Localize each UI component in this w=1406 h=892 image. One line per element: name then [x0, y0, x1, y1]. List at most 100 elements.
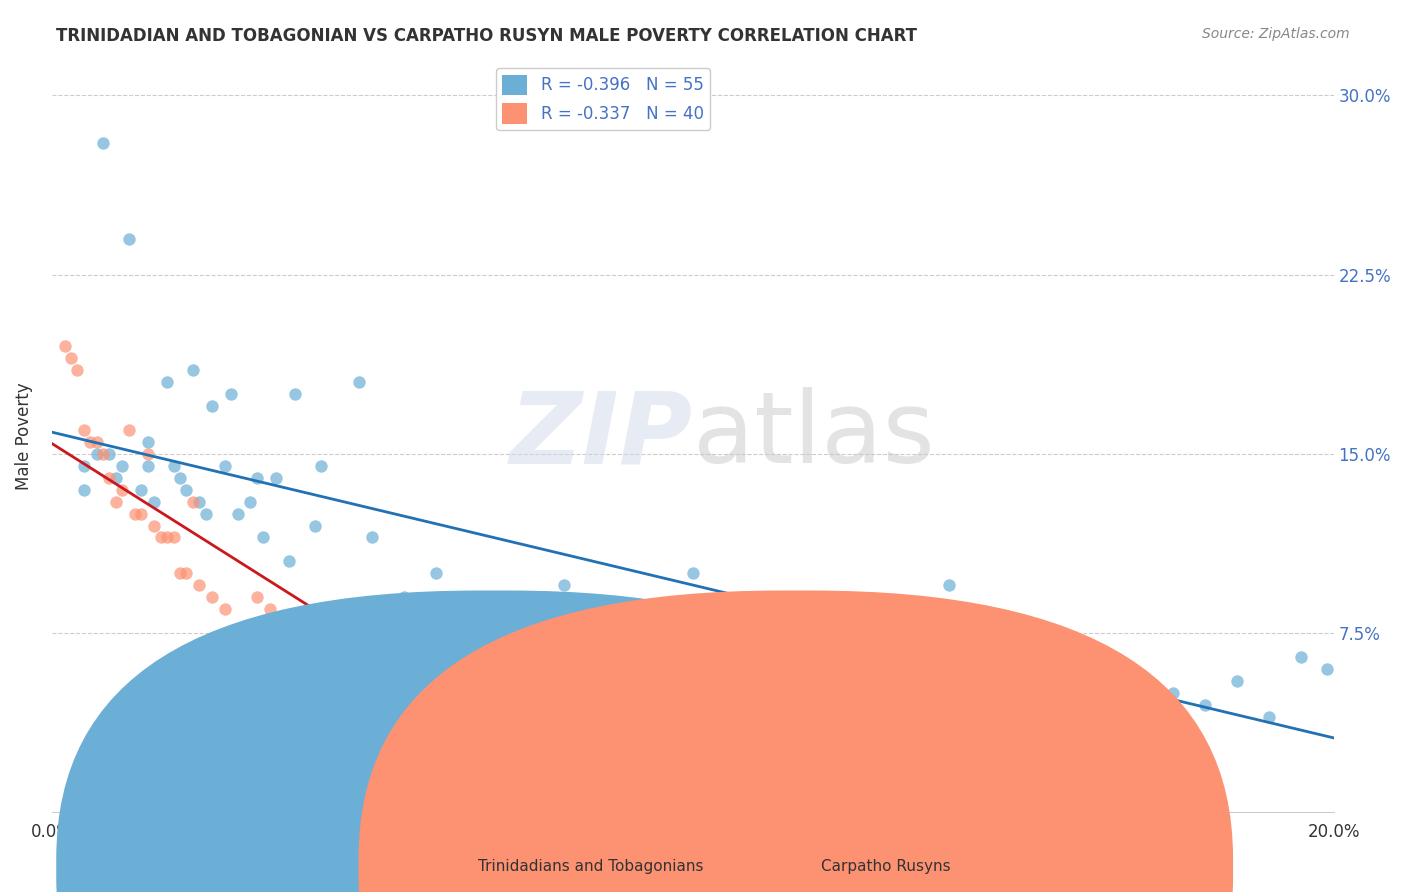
Point: [938, 578, 960, 592]
Point: [329, 709, 352, 723]
Point: [73, 483, 96, 497]
Point: [181, 363, 204, 377]
Point: [86, 434, 108, 449]
Point: [73, 423, 96, 437]
Point: [136, 434, 159, 449]
Point: [118, 232, 141, 246]
Point: [394, 662, 416, 676]
Point: [682, 566, 704, 581]
Point: [425, 566, 447, 581]
Point: [810, 662, 832, 676]
Point: [181, 494, 204, 508]
Point: [1161, 686, 1184, 700]
Point: [188, 578, 211, 592]
Text: ZIP: ZIP: [509, 387, 693, 484]
Point: [233, 626, 256, 640]
Point: [239, 494, 262, 508]
Text: Source: ZipAtlas.com: Source: ZipAtlas.com: [1202, 27, 1350, 41]
Point: [361, 531, 384, 545]
Point: [219, 387, 242, 401]
Point: [118, 423, 141, 437]
Point: [214, 458, 236, 473]
Point: [149, 531, 172, 545]
Point: [553, 709, 575, 723]
Point: [1316, 662, 1339, 676]
Text: Carpatho Rusyns: Carpatho Rusyns: [821, 859, 950, 874]
Y-axis label: Male Poverty: Male Poverty: [15, 382, 32, 490]
Point: [169, 566, 191, 581]
Point: [131, 507, 153, 521]
Point: [98, 447, 121, 461]
Point: [59, 351, 82, 366]
Point: [309, 458, 332, 473]
Text: Trinidadians and Tobagonians: Trinidadians and Tobagonians: [478, 859, 703, 874]
Point: [873, 746, 896, 760]
Point: [214, 602, 236, 616]
Point: [394, 590, 416, 604]
Point: [1258, 709, 1281, 723]
Point: [169, 471, 191, 485]
Point: [131, 483, 153, 497]
Point: [309, 649, 332, 664]
Point: [349, 662, 371, 676]
Point: [284, 387, 307, 401]
Point: [104, 494, 127, 508]
Point: [162, 531, 184, 545]
Point: [1033, 673, 1056, 688]
Point: [489, 662, 512, 676]
Point: [349, 375, 371, 389]
Point: [156, 375, 179, 389]
Point: [176, 566, 198, 581]
Point: [745, 590, 768, 604]
Point: [136, 458, 159, 473]
Point: [86, 447, 108, 461]
Point: [98, 471, 121, 485]
Point: [329, 649, 352, 664]
Point: [425, 673, 447, 688]
Point: [188, 494, 211, 508]
Point: [277, 554, 299, 568]
Point: [143, 518, 166, 533]
Point: [522, 709, 544, 723]
Point: [246, 590, 269, 604]
Text: TRINIDADIAN AND TOBAGONIAN VS CARPATHO RUSYN MALE POVERTY CORRELATION CHART: TRINIDADIAN AND TOBAGONIAN VS CARPATHO R…: [56, 27, 917, 45]
Point: [143, 494, 166, 508]
Point: [271, 662, 294, 676]
Point: [1130, 673, 1153, 688]
Point: [457, 590, 479, 604]
Point: [91, 447, 114, 461]
Point: [264, 471, 287, 485]
Text: atlas: atlas: [693, 387, 934, 484]
Point: [304, 518, 326, 533]
Point: [73, 458, 96, 473]
Point: [201, 399, 224, 413]
Point: [104, 471, 127, 485]
Point: [156, 531, 179, 545]
Point: [111, 483, 134, 497]
Point: [91, 136, 114, 151]
Point: [194, 507, 217, 521]
Point: [297, 649, 319, 664]
Point: [79, 434, 101, 449]
Point: [226, 507, 249, 521]
Point: [162, 458, 184, 473]
Point: [553, 578, 575, 592]
Point: [246, 471, 269, 485]
Point: [489, 686, 512, 700]
Point: [201, 590, 224, 604]
Point: [457, 686, 479, 700]
Point: [136, 447, 159, 461]
Point: [361, 673, 384, 688]
Point: [252, 531, 274, 545]
Point: [1002, 649, 1025, 664]
Point: [1194, 698, 1216, 712]
Point: [1066, 662, 1088, 676]
Point: [259, 602, 281, 616]
Legend: R = -0.396   N = 55, R = -0.337   N = 40: R = -0.396 N = 55, R = -0.337 N = 40: [495, 68, 710, 130]
Point: [1291, 649, 1313, 664]
Point: [53, 339, 76, 353]
Point: [682, 746, 704, 760]
Point: [176, 483, 198, 497]
Point: [124, 507, 146, 521]
Point: [1226, 673, 1249, 688]
